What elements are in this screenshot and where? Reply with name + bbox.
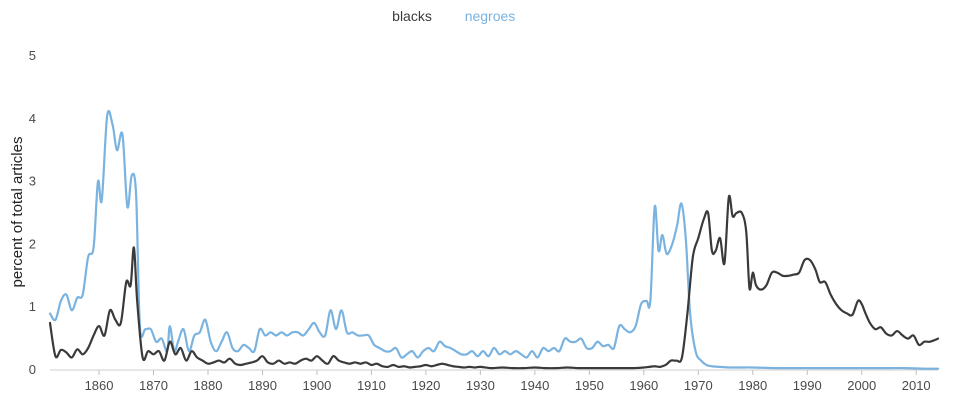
x-tick-label: 1940: [520, 378, 549, 393]
x-tick-label: 1860: [85, 378, 114, 393]
y-axis-label: percent of total articles: [9, 137, 26, 288]
x-tick-label: 1990: [793, 378, 822, 393]
legend: blacks negroes: [392, 8, 515, 24]
series-line-blacks: [48, 194, 940, 370]
y-axis-label-group: percent of total articles: [9, 137, 26, 288]
legend-item-negroes[interactable]: negroes: [465, 8, 516, 24]
y-tick-label: 3: [29, 174, 36, 189]
x-tick-label: 1920: [411, 378, 440, 393]
y-tick-label: 5: [29, 48, 36, 63]
x-tick-label: 1900: [302, 378, 331, 393]
series-line-negroes: [48, 109, 940, 370]
y-axis-ticks: 0 1 2 3 4 5: [29, 48, 36, 377]
series-group: [48, 109, 940, 370]
y-tick-label: 1: [29, 299, 36, 314]
y-tick-label: 4: [29, 111, 36, 126]
x-tick-label: 1950: [575, 378, 604, 393]
x-tick-label: 2010: [902, 378, 931, 393]
x-tick-label: 1890: [248, 378, 277, 393]
x-tick-label: 1980: [738, 378, 767, 393]
x-tick-label: 1930: [466, 378, 495, 393]
y-tick-label: 2: [29, 236, 36, 251]
x-tick-label: 1960: [629, 378, 658, 393]
x-tick-label: 1870: [139, 378, 168, 393]
x-tick-label: 2000: [847, 378, 876, 393]
x-tick-label: 1970: [684, 378, 713, 393]
x-tick-label: 1910: [357, 378, 386, 393]
y-tick-label: 0: [29, 362, 36, 377]
legend-item-blacks[interactable]: blacks: [392, 8, 432, 24]
x-axis-ticks: 1860 1870 1880 1890 1900 1910 1920 1930 1940 1950…: [85, 370, 931, 393]
x-tick-label: 1880: [194, 378, 223, 393]
